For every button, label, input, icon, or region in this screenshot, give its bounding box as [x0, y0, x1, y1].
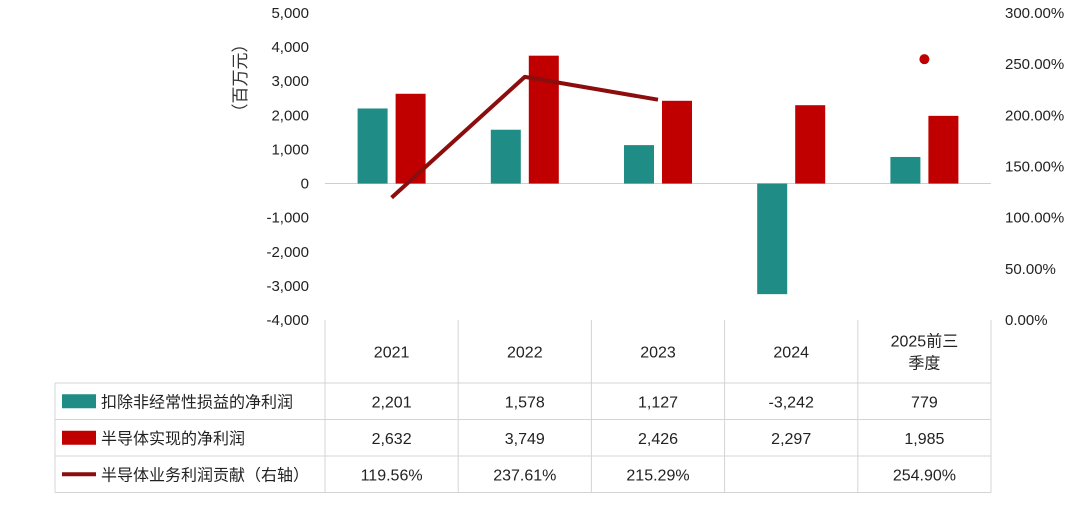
category-label: 2024 [773, 345, 809, 362]
y2-tick-label: 200.00% [1005, 107, 1064, 124]
y-tick-label: -2,000 [266, 244, 309, 261]
y-tick-label: 4,000 [271, 39, 309, 56]
data-label: 3,749 [505, 431, 545, 448]
y2-tick-label: 100.00% [1005, 210, 1064, 227]
bar-deducted-profit [624, 145, 654, 184]
y-tick-label: 5,000 [271, 5, 309, 22]
bar-deducted-profit [757, 183, 788, 295]
data-label: 254.90% [893, 467, 956, 484]
data-label: 119.56% [361, 467, 423, 484]
bar-deducted-profit [890, 156, 921, 184]
y-tick-label: -3,000 [266, 278, 309, 295]
bar-semiconductor-profit [662, 100, 692, 184]
y-tick-label: 2,000 [271, 107, 309, 124]
y2-tick-label: 150.00% [1005, 159, 1064, 176]
bar-semiconductor-profit [795, 105, 826, 184]
data-label: -3,242 [769, 394, 814, 411]
y-tick-label: 1,000 [271, 141, 309, 158]
data-label: 237.61% [493, 467, 556, 484]
legend-label: 半导体实现的净利润 [101, 430, 245, 448]
legend-key [62, 394, 96, 409]
legend-label: 半导体业务利润贡献（右轴） [101, 466, 309, 484]
data-label: 2,201 [372, 394, 412, 411]
y2-tick-label: 250.00% [1005, 56, 1064, 73]
data-label: 779 [911, 394, 938, 411]
category-label: 2023 [640, 345, 676, 362]
data-label: 1,578 [505, 394, 545, 411]
bar-semiconductor-profit [928, 115, 959, 184]
y2-tick-label: 0.00% [1005, 312, 1048, 329]
line-profit-contribution [390, 74, 659, 200]
legend-label: 扣除非经常性损益的净利润 [101, 393, 293, 411]
category-label: 2025前三 [891, 333, 959, 351]
y-axis-label: （百万元） [231, 36, 250, 121]
y2-tick-label: 300.00% [1005, 5, 1064, 22]
category-label: 季度 [908, 355, 940, 373]
bar-semiconductor-profit [528, 55, 559, 184]
y-tick-label: 3,000 [271, 73, 309, 90]
bar-deducted-profit [490, 129, 521, 184]
bar-deducted-profit [357, 108, 388, 184]
data-label: 2,297 [771, 431, 811, 448]
data-label: 2,632 [372, 431, 412, 448]
y-tick-label: -4,000 [266, 312, 309, 329]
data-label: 215.29% [626, 467, 689, 484]
y-tick-label: 0 [301, 176, 309, 193]
legend-key [62, 430, 96, 445]
data-label: 2,426 [638, 431, 678, 448]
y2-tick-label: 50.00% [1005, 261, 1056, 278]
data-label: 1,985 [904, 431, 944, 448]
data-label: 1,127 [638, 394, 678, 411]
category-label: 2022 [507, 345, 543, 362]
y-tick-label: -1,000 [266, 210, 309, 227]
line-point [919, 54, 930, 65]
bar-semiconductor-profit [395, 93, 426, 184]
category-label: 2021 [374, 345, 410, 362]
